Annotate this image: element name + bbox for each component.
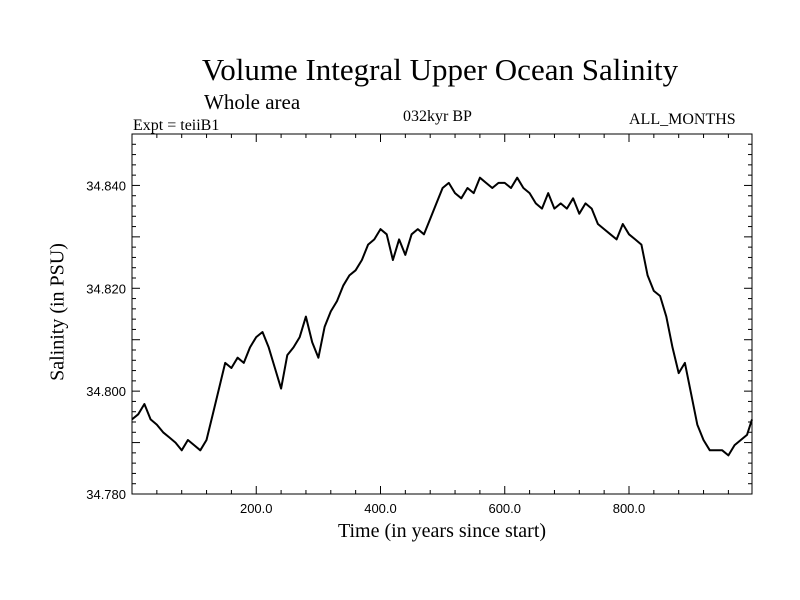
axis-ticks — [132, 134, 752, 494]
chart-subtitle: Whole area — [204, 90, 301, 114]
series-line — [131, 176, 753, 457]
x-axis-label: Time (in years since start) — [337, 520, 547, 542]
experiment-label: Expt = teiiB1 — [133, 117, 220, 134]
y-tick-label: 34.780 — [86, 487, 126, 502]
y-tick-label: 34.820 — [86, 281, 126, 296]
x-tick-label: 400.0 — [364, 501, 397, 516]
chart-title: Volume Integral Upper Ocean Salinity — [201, 52, 679, 87]
axis-tick-labels: 200.0 400.0 600.0 800.0 34.780 34.800 34.820 34… — [86, 178, 645, 516]
plot-frame — [131, 133, 753, 495]
x-tick-label: 600.0 — [488, 501, 521, 516]
x-tick-label: 800.0 — [613, 501, 646, 516]
months-label: ALL_MONTHS — [629, 111, 736, 128]
period-label: 032kyr BP — [403, 108, 472, 125]
x-tick-label: 200.0 — [240, 501, 273, 516]
y-tick-label: 34.800 — [86, 384, 126, 399]
y-tick-label: 34.840 — [86, 178, 126, 193]
